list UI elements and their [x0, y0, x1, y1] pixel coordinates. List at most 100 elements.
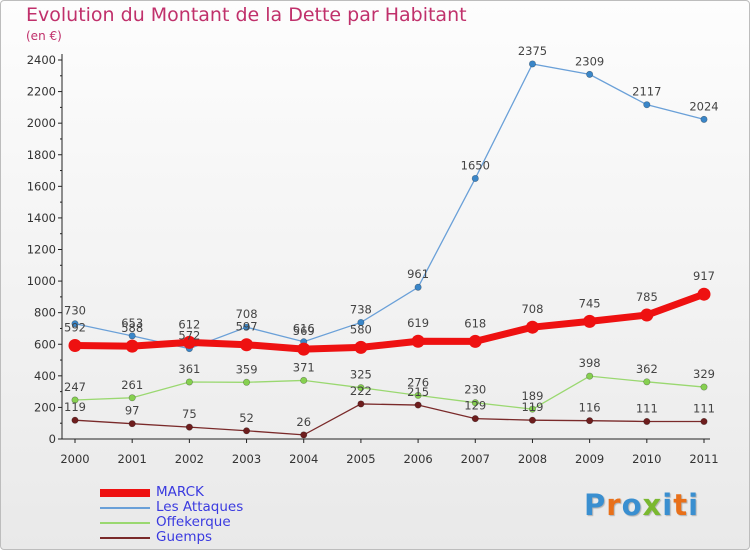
y-tick-label: 600: [34, 337, 56, 351]
point-offekerque: [586, 372, 594, 380]
series-line-les-attaques: [74, 63, 705, 350]
point-marck: [411, 334, 425, 348]
legend-swatch-marck: [100, 489, 150, 497]
data-label-marck: 588: [121, 321, 143, 335]
logo-letter: i: [662, 488, 674, 522]
y-tick-label: 2000: [27, 116, 56, 130]
legend-label-les-attaques: Les Attaques: [156, 499, 244, 515]
y-tick-label: 0: [49, 432, 56, 446]
data-label-offekerque: 189: [521, 389, 543, 403]
data-label-offekerque: 371: [293, 360, 315, 374]
data-label-offekerque: 398: [579, 356, 601, 370]
series-line-guemps: [74, 403, 704, 436]
data-label-les-attaques: 653: [121, 316, 143, 330]
legend-swatch-les-attaques: [100, 507, 150, 509]
point-marck: [68, 339, 82, 353]
y-tick-label: 1000: [27, 274, 56, 288]
legend-item-offekerque: Offekerque: [100, 514, 360, 531]
legend-label-offekerque: Offekerque: [156, 514, 231, 530]
point-offekerque: [71, 396, 79, 404]
point-guemps: [643, 417, 651, 425]
data-label-les-attaques: 2375: [518, 44, 547, 58]
point-marck: [525, 320, 539, 334]
data-label-les-attaques: 2024: [689, 99, 718, 113]
point-marck: [125, 339, 139, 353]
point-marck: [182, 335, 196, 349]
data-label-guemps: 222: [350, 384, 372, 398]
data-label-offekerque: 247: [64, 380, 86, 394]
point-offekerque: [528, 405, 536, 413]
data-label-marck: 917: [693, 269, 715, 283]
point-marck: [468, 334, 482, 348]
point-offekerque: [300, 376, 308, 384]
chart-series: [68, 60, 711, 439]
y-tick-label: 2400: [27, 53, 56, 67]
y-tick-label: 2200: [27, 85, 56, 99]
data-label-marck: 785: [636, 290, 658, 304]
point-offekerque: [643, 378, 651, 386]
proxiti-logo: Proxiti: [584, 488, 699, 522]
data-label-marck: 592: [64, 321, 86, 335]
data-label-offekerque: 361: [178, 362, 200, 376]
x-tick-label: 2010: [632, 452, 661, 466]
point-guemps: [357, 400, 365, 408]
point-les-attaques: [471, 174, 479, 182]
chart-title: Evolution du Montant de la Dette par Hab…: [26, 4, 467, 26]
data-label-offekerque: 325: [350, 368, 372, 382]
data-label-offekerque: 329: [693, 367, 715, 381]
logo-letter: o: [621, 488, 643, 522]
chart-legend: MARCK Les Attaques Offekerque Guemps: [100, 484, 360, 546]
point-offekerque: [414, 391, 422, 399]
x-tick-label: 2005: [346, 452, 375, 466]
point-guemps: [586, 417, 594, 425]
legend-swatch-guemps: [100, 537, 150, 539]
data-label-guemps: 111: [636, 401, 658, 415]
y-tick-label: 1600: [27, 179, 56, 193]
point-offekerque: [243, 378, 251, 386]
y-tick-label: 1800: [27, 148, 56, 162]
data-label-marck: 597: [236, 320, 258, 334]
point-les-attaques: [71, 320, 79, 328]
x-tick-label: 2009: [575, 452, 604, 466]
data-label-guemps: 215: [407, 385, 429, 399]
data-label-marck: 745: [579, 296, 601, 310]
y-tick-label: 1200: [27, 243, 56, 257]
point-offekerque: [185, 378, 193, 386]
chart-unit-label: (en €): [26, 29, 62, 43]
data-label-guemps: 119: [64, 400, 86, 414]
point-guemps: [414, 401, 422, 409]
point-les-attaques: [643, 101, 651, 109]
logo-letter: P: [584, 488, 607, 522]
legend-item-les-attaques: Les Attaques: [100, 499, 360, 516]
point-guemps: [71, 416, 79, 424]
point-guemps: [700, 417, 708, 425]
data-label-offekerque: 261: [121, 378, 143, 392]
data-label-guemps: 52: [239, 411, 254, 425]
data-label-les-attaques: 2117: [632, 85, 661, 99]
x-tick-label: 2004: [289, 452, 318, 466]
point-offekerque: [471, 399, 479, 407]
legend-label-marck: MARCK: [156, 484, 204, 500]
point-marck: [297, 342, 311, 356]
data-label-les-attaques: 2309: [575, 54, 604, 68]
data-label-marck: 618: [464, 316, 486, 330]
x-tick-label: 2000: [60, 452, 89, 466]
point-guemps: [528, 416, 536, 424]
y-tick-label: 200: [34, 400, 56, 414]
point-guemps: [185, 423, 193, 431]
data-label-les-attaques: 961: [407, 267, 429, 281]
point-offekerque: [128, 394, 136, 402]
x-tick-label: 2003: [232, 452, 261, 466]
data-label-guemps: 116: [579, 401, 601, 415]
point-les-attaques: [243, 323, 251, 331]
data-label-marck: 612: [178, 317, 200, 331]
series-line-offekerque: [74, 375, 705, 410]
y-tick-label: 1400: [27, 211, 56, 225]
data-label-marck: 619: [407, 316, 429, 330]
data-label-offekerque: 359: [236, 362, 258, 376]
data-label-les-attaques: 572: [178, 329, 200, 343]
data-label-offekerque: 230: [464, 383, 486, 397]
legend-swatch-offekerque: [100, 522, 150, 524]
